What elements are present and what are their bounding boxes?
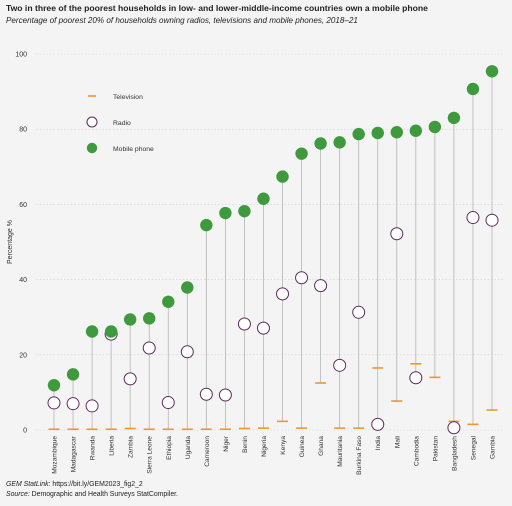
- mobile-phone-point: [390, 126, 403, 139]
- y-tick-label: 100: [15, 52, 27, 59]
- radio-point: [295, 271, 309, 285]
- mobile-phone-point: [143, 312, 156, 325]
- radio-point: [218, 388, 232, 402]
- x-tick-label: Guinea: [299, 436, 306, 458]
- mobile-phone-point: [66, 368, 80, 381]
- mobile-phone-point: [276, 170, 289, 183]
- mobile-phone-point: [162, 295, 175, 308]
- x-tick-label: Kenya: [280, 436, 287, 455]
- mobile-phone-point: [200, 218, 213, 232]
- y-tick-label: 20: [19, 352, 27, 359]
- radio-point: [352, 305, 366, 319]
- radio-point: [85, 399, 99, 413]
- source-line: Source: Demographic and Health Surveys S…: [6, 491, 178, 498]
- y-tick-label: 60: [19, 202, 27, 209]
- x-tick-label: Niger: [223, 435, 230, 452]
- y-axis-title: Percentage %: [7, 220, 14, 264]
- mobile-phone-point: [295, 147, 308, 160]
- statlink-url[interactable]: https://bit.ly/GEM2023_fig2_2: [52, 481, 143, 488]
- x-tick-label: Ghana: [318, 436, 325, 456]
- mobile-phone-point: [123, 313, 137, 326]
- mobile-phone-point: [47, 379, 61, 392]
- mobile-phone-point: [238, 204, 251, 218]
- chart-subtitle: Percentage of poorest 20% of households …: [6, 16, 358, 25]
- statlink-label: GEM StatLink:: [6, 481, 51, 488]
- x-tick-label: Cambodia: [413, 436, 420, 466]
- source-text: Demographic and Health Surveys StatCompi…: [31, 491, 178, 498]
- mobile-phone-point: [257, 192, 270, 205]
- x-tick-label: Bangladesh: [451, 436, 458, 471]
- legend-television-label: Television: [113, 94, 143, 101]
- x-tick-label: Gambia: [490, 436, 497, 459]
- legend-mobile-phone-label: Mobile phone: [113, 146, 154, 153]
- x-tick-label: Zambia: [128, 436, 135, 458]
- y-tick-label: 80: [19, 127, 27, 134]
- radio-point: [161, 396, 175, 410]
- radio-point: [390, 227, 404, 241]
- radio-point: [123, 372, 137, 386]
- chart-title: Two in three of the poorest households i…: [6, 3, 428, 13]
- radio-point: [447, 421, 461, 435]
- x-tick-label: Cameroon: [204, 436, 211, 467]
- radio-point: [180, 345, 194, 359]
- y-tick-label: 40: [19, 277, 27, 284]
- x-tick-label: Ethiopia: [166, 436, 173, 460]
- radio-point: [142, 341, 156, 355]
- mobile-phone-point: [104, 325, 118, 338]
- radio-point: [276, 287, 290, 301]
- x-tick-label: Nigeria: [261, 436, 268, 457]
- x-tick-label: Benin: [242, 436, 249, 453]
- mobile-phone-point: [447, 111, 461, 125]
- x-tick-label: Rwanda: [90, 436, 97, 461]
- radio-point: [237, 317, 251, 331]
- x-tick-label: Uganda: [185, 436, 192, 459]
- x-tick-label: Madagascar: [71, 435, 78, 472]
- mobile-phone-point: [219, 206, 232, 220]
- x-tick-label: Pakistan: [432, 436, 439, 462]
- legend-radio-label: Radio: [113, 120, 131, 127]
- radio-point: [466, 211, 480, 225]
- radio-point: [47, 396, 61, 410]
- legend-mobile-phone-swatch: [86, 142, 98, 154]
- mobile-phone-point: [409, 124, 423, 137]
- x-tick-label: Mauritania: [337, 436, 344, 467]
- mobile-phone-point: [181, 281, 194, 294]
- radio-point: [199, 387, 213, 401]
- x-tick-label: Senegal: [470, 435, 477, 460]
- x-tick-label: Burkina Faso: [356, 436, 363, 475]
- radio-point: [314, 279, 328, 293]
- mobile-phone-point: [485, 65, 499, 78]
- y-tick-label: 0: [23, 428, 27, 435]
- mobile-phone-point: [85, 325, 99, 338]
- mobile-phone-point: [466, 82, 480, 96]
- source-label: Source:: [6, 491, 30, 498]
- radio-point: [66, 397, 80, 411]
- radio-point: [371, 417, 385, 431]
- mobile-phone-point: [371, 126, 384, 140]
- x-tick-label: Sierra Leone: [147, 436, 154, 474]
- radio-point: [333, 358, 347, 372]
- radio-point: [409, 371, 423, 385]
- legend-radio-swatch: [86, 116, 98, 128]
- mobile-phone-point: [352, 127, 365, 141]
- x-tick-label: Mozambique: [52, 436, 59, 474]
- x-tick-label: Mali: [394, 435, 401, 448]
- radio-point: [485, 213, 499, 227]
- x-tick-label: India: [375, 436, 382, 451]
- statlink-line: GEM StatLink: https://bit.ly/GEM2023_fig…: [6, 481, 143, 488]
- mobile-phone-point: [333, 136, 346, 149]
- mobile-phone-point: [428, 120, 442, 134]
- x-tick-label: Liberia: [109, 436, 116, 456]
- radio-point: [256, 321, 270, 335]
- mobile-phone-point: [314, 137, 327, 150]
